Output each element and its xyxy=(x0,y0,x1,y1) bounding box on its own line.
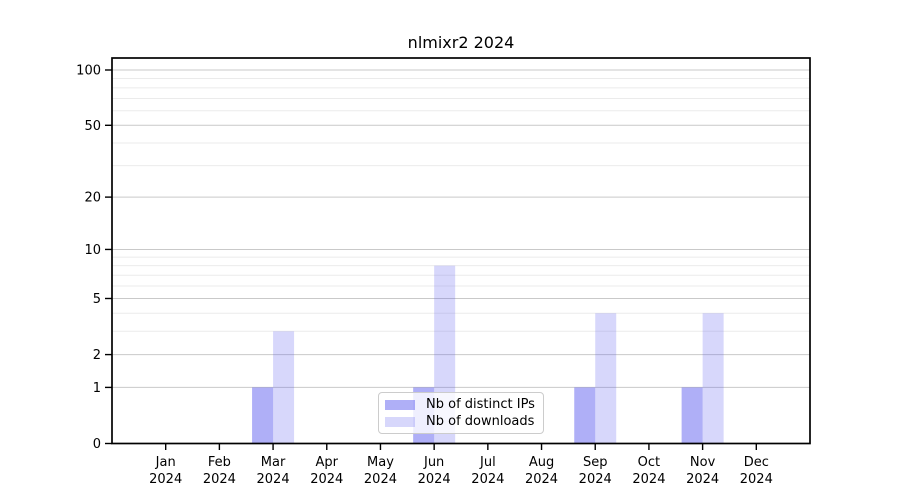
x-tick-label-year: 2024 xyxy=(257,472,290,487)
x-tick-label-month: Dec xyxy=(744,455,769,470)
y-tick-label: 100 xyxy=(76,64,101,79)
x-tick-label-month: Aug xyxy=(529,455,554,470)
x-tick-label-month: Nov xyxy=(690,455,716,470)
x-tick-label-month: Sep xyxy=(583,455,608,470)
x-tick-label-year: 2024 xyxy=(579,472,612,487)
x-tick-label-year: 2024 xyxy=(632,472,665,487)
x-tick-label-year: 2024 xyxy=(364,472,397,487)
legend-label-downloads: Nb of downloads xyxy=(426,414,535,429)
y-tick-label: 0 xyxy=(93,437,101,452)
y-tick-label: 20 xyxy=(84,191,101,206)
legend-swatch-distinct-ips xyxy=(385,399,415,410)
x-tick-label-year: 2024 xyxy=(686,472,719,487)
bar-downloads xyxy=(595,313,617,444)
x-tick-label-month: Apr xyxy=(316,455,339,470)
bar-downloads xyxy=(273,331,295,444)
x-tick-label-month: Oct xyxy=(638,455,660,470)
x-tick-label-year: 2024 xyxy=(203,472,236,487)
x-tick-label-month: May xyxy=(367,455,394,470)
y-tick-label: 1 xyxy=(93,381,101,396)
bar-distinct-ips xyxy=(574,387,596,444)
x-tick-label-year: 2024 xyxy=(310,472,343,487)
x-tick-label-year: 2024 xyxy=(740,472,773,487)
x-tick-label-year: 2024 xyxy=(149,472,182,487)
legend-item-distinct-ips: Nb of distinct IPs xyxy=(385,397,537,412)
legend-label-distinct-ips: Nb of distinct IPs xyxy=(426,397,535,412)
legend: Nb of distinct IPs Nb of downloads xyxy=(378,392,544,434)
x-tick-label-year: 2024 xyxy=(525,472,558,487)
bar-distinct-ips xyxy=(252,387,274,444)
legend-item-downloads: Nb of downloads xyxy=(385,414,537,429)
x-tick-label-month: Mar xyxy=(261,455,286,470)
y-tick-label: 5 xyxy=(93,292,101,307)
bar-downloads xyxy=(702,313,724,444)
x-tick-label-month: Jan xyxy=(155,455,176,470)
x-tick-label-year: 2024 xyxy=(471,472,504,487)
x-tick-label-month: Jul xyxy=(479,455,496,470)
x-tick-label-year: 2024 xyxy=(418,472,451,487)
y-tick-label: 10 xyxy=(84,243,101,258)
bar-distinct-ips xyxy=(681,387,703,444)
y-tick-label: 50 xyxy=(84,119,101,134)
x-tick-label-month: Feb xyxy=(208,455,231,470)
y-tick-label: 2 xyxy=(93,348,101,363)
axis-frame xyxy=(111,57,811,445)
legend-swatch-downloads xyxy=(385,416,415,427)
x-tick-label-month: Jun xyxy=(423,455,444,470)
chart-title: nlmixr2 2024 xyxy=(407,33,515,52)
